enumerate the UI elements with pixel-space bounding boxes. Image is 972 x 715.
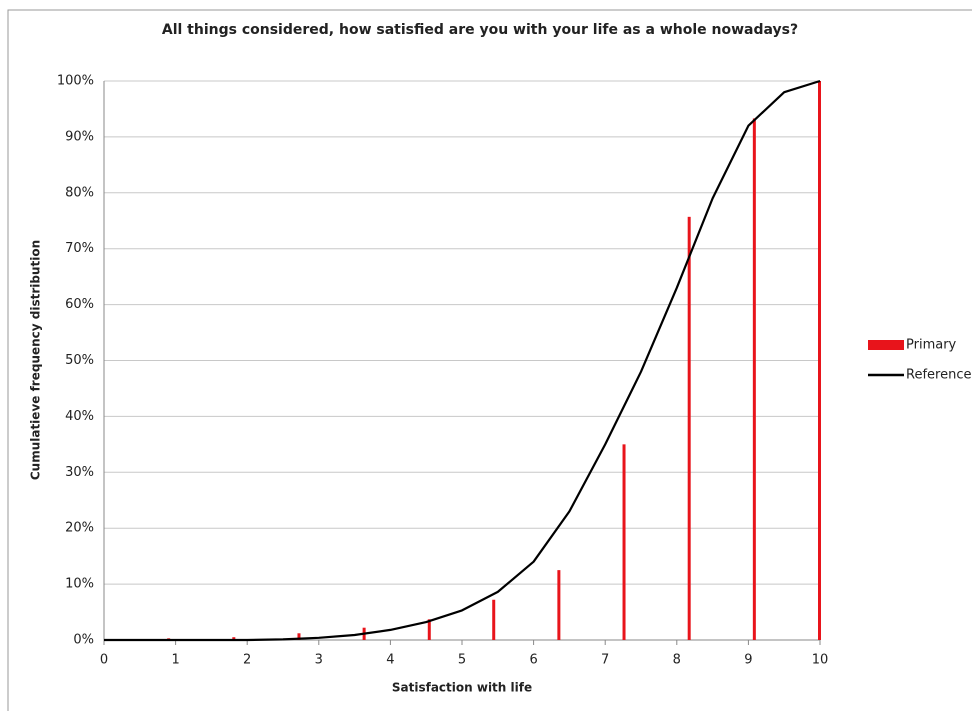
- x-tick-label: 6: [529, 653, 537, 668]
- legend-label: Reference: [906, 368, 971, 383]
- y-axis-label: Cumulatieve frequency distribution: [29, 240, 43, 480]
- y-tick-label: 90%: [65, 129, 94, 144]
- x-axis-label: Satisfaction with life: [392, 681, 532, 695]
- bar: [622, 444, 626, 640]
- x-tick-label: 0: [100, 653, 108, 668]
- y-tick-label: 80%: [65, 185, 94, 200]
- bar: [752, 118, 756, 640]
- y-tick-label: 30%: [65, 465, 94, 480]
- bar: [297, 633, 301, 640]
- x-tick-label: 1: [171, 653, 179, 668]
- y-tick-label: 50%: [65, 353, 94, 368]
- x-tick-label: 5: [458, 653, 466, 668]
- bar: [818, 81, 821, 640]
- y-tick-label: 0%: [73, 633, 94, 648]
- x-tick-label: 8: [673, 653, 681, 668]
- line: [104, 79, 821, 642]
- chart-border: [7, 9, 972, 715]
- bar: [427, 619, 431, 640]
- x-tick-label: 4: [386, 653, 394, 668]
- y-tick-label: 70%: [65, 241, 94, 256]
- chart-title: All things considered, how satisfied are…: [162, 22, 798, 38]
- bar: [492, 599, 496, 640]
- x-tick-label: 9: [744, 653, 752, 668]
- y-tick-label: 60%: [65, 297, 94, 312]
- x-tick-label: 10: [812, 653, 829, 668]
- legend-label: Primary: [906, 338, 957, 353]
- x-tick-label: 3: [315, 653, 323, 668]
- y-tick-label: 40%: [65, 409, 94, 424]
- y-tick-label: 100%: [57, 74, 94, 89]
- legend-swatch: [868, 340, 904, 350]
- y-tick-label: 10%: [65, 577, 94, 592]
- x-tick-label: 7: [601, 653, 609, 668]
- bar: [232, 637, 236, 640]
- y-tick-label: 20%: [65, 521, 94, 536]
- bar: [557, 570, 561, 640]
- bar: [687, 216, 691, 640]
- x-tick-label: 2: [243, 653, 251, 668]
